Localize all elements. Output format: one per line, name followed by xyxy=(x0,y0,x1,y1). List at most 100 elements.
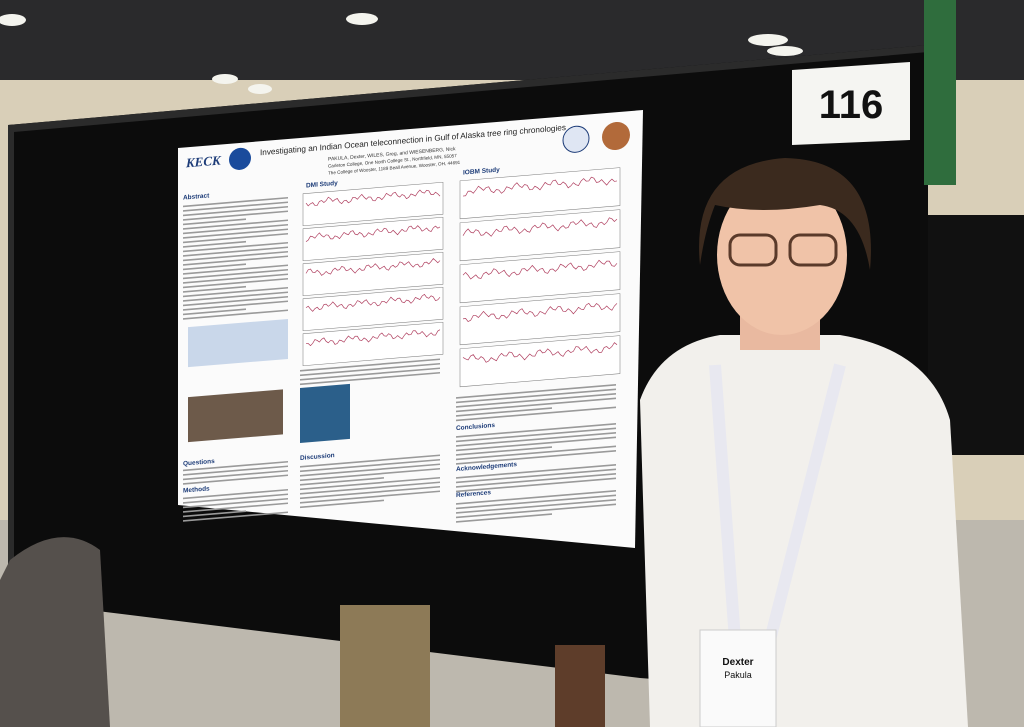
lanyard xyxy=(709,363,846,642)
text-line xyxy=(183,511,288,522)
section-heading: Conclusions xyxy=(456,422,495,432)
text-line xyxy=(456,427,616,443)
text-line xyxy=(300,463,440,477)
text-line xyxy=(456,431,616,447)
text-line xyxy=(300,481,440,495)
booth-number: 116 xyxy=(819,83,884,127)
plot-line xyxy=(462,342,618,363)
section-heading: Abstract xyxy=(183,192,210,201)
glasses xyxy=(728,233,778,267)
seal xyxy=(562,125,590,153)
text-line xyxy=(456,422,616,438)
plot-panel xyxy=(302,251,444,296)
green-banner xyxy=(924,0,956,185)
text-line xyxy=(183,223,288,235)
text-line xyxy=(183,502,288,513)
text-line xyxy=(456,383,616,399)
text-line xyxy=(183,295,288,307)
text-line xyxy=(183,240,246,248)
text-line xyxy=(456,477,616,493)
text-line xyxy=(456,388,616,404)
text-line xyxy=(456,445,616,461)
text-line xyxy=(183,228,288,239)
face xyxy=(717,175,847,335)
text-line xyxy=(183,232,288,244)
badge-first-name: Dexter xyxy=(722,657,753,668)
text-line xyxy=(456,397,616,413)
text-line xyxy=(300,458,440,473)
plot-panel xyxy=(459,167,621,220)
text-line xyxy=(456,446,552,456)
logo: KECK xyxy=(185,152,222,170)
text-line xyxy=(183,291,288,302)
text-line xyxy=(300,454,440,468)
map-inset xyxy=(300,383,350,443)
photo-inset xyxy=(188,389,283,443)
plot-line xyxy=(462,259,618,280)
shirt xyxy=(640,335,968,727)
nsf-logo xyxy=(229,147,251,170)
text-line xyxy=(183,286,288,298)
text-line xyxy=(183,246,288,257)
text-line xyxy=(456,407,552,417)
text-line xyxy=(183,268,288,280)
text-line xyxy=(183,465,288,476)
plot-line xyxy=(305,329,441,347)
text-line xyxy=(300,485,440,500)
name-badge xyxy=(699,629,777,727)
text-line xyxy=(183,210,288,221)
section-heading: References xyxy=(456,489,491,499)
text-line xyxy=(183,497,288,509)
glasses xyxy=(788,233,838,267)
text-line xyxy=(183,469,288,481)
text-line xyxy=(456,406,616,422)
text-line xyxy=(300,358,440,372)
text-line xyxy=(183,273,288,284)
diagram xyxy=(188,318,288,368)
plot-line xyxy=(462,217,618,237)
text-line xyxy=(300,467,440,482)
plot-panel xyxy=(459,251,621,304)
text-line xyxy=(183,264,288,275)
text-line xyxy=(456,436,616,452)
text-line xyxy=(456,503,616,519)
text-line xyxy=(300,371,440,386)
plot-line xyxy=(305,293,441,312)
text-line xyxy=(300,499,384,509)
text-line xyxy=(183,285,246,293)
text-line xyxy=(456,513,552,523)
text-line xyxy=(456,463,616,479)
text-line xyxy=(183,196,288,208)
text-line xyxy=(300,490,440,504)
text-line xyxy=(300,362,440,377)
text-line xyxy=(183,474,288,485)
text-line xyxy=(300,476,440,491)
text-line xyxy=(183,250,288,262)
plot-line xyxy=(305,225,441,242)
text-line xyxy=(456,472,616,488)
text-line xyxy=(183,493,288,504)
text-line xyxy=(183,241,288,253)
section-heading: Discussion xyxy=(300,452,335,462)
plot-line xyxy=(462,176,618,197)
person-behind-boots xyxy=(555,645,605,727)
text-line xyxy=(456,392,616,408)
plot-panel xyxy=(459,293,621,346)
text-line xyxy=(456,489,616,505)
section-heading: DMI Study xyxy=(306,180,338,190)
section-heading: Questions xyxy=(183,458,215,468)
text-line xyxy=(183,308,246,316)
text-line xyxy=(183,277,288,289)
text-line xyxy=(183,263,246,271)
hair xyxy=(699,158,871,270)
plot-line xyxy=(462,302,618,322)
seal xyxy=(602,121,630,151)
badge-last-name: Pakula xyxy=(724,670,752,680)
text-line xyxy=(456,449,616,465)
plot-panel xyxy=(302,286,444,331)
text-line xyxy=(300,367,440,381)
plot-line xyxy=(305,189,441,207)
text-line xyxy=(183,460,288,472)
